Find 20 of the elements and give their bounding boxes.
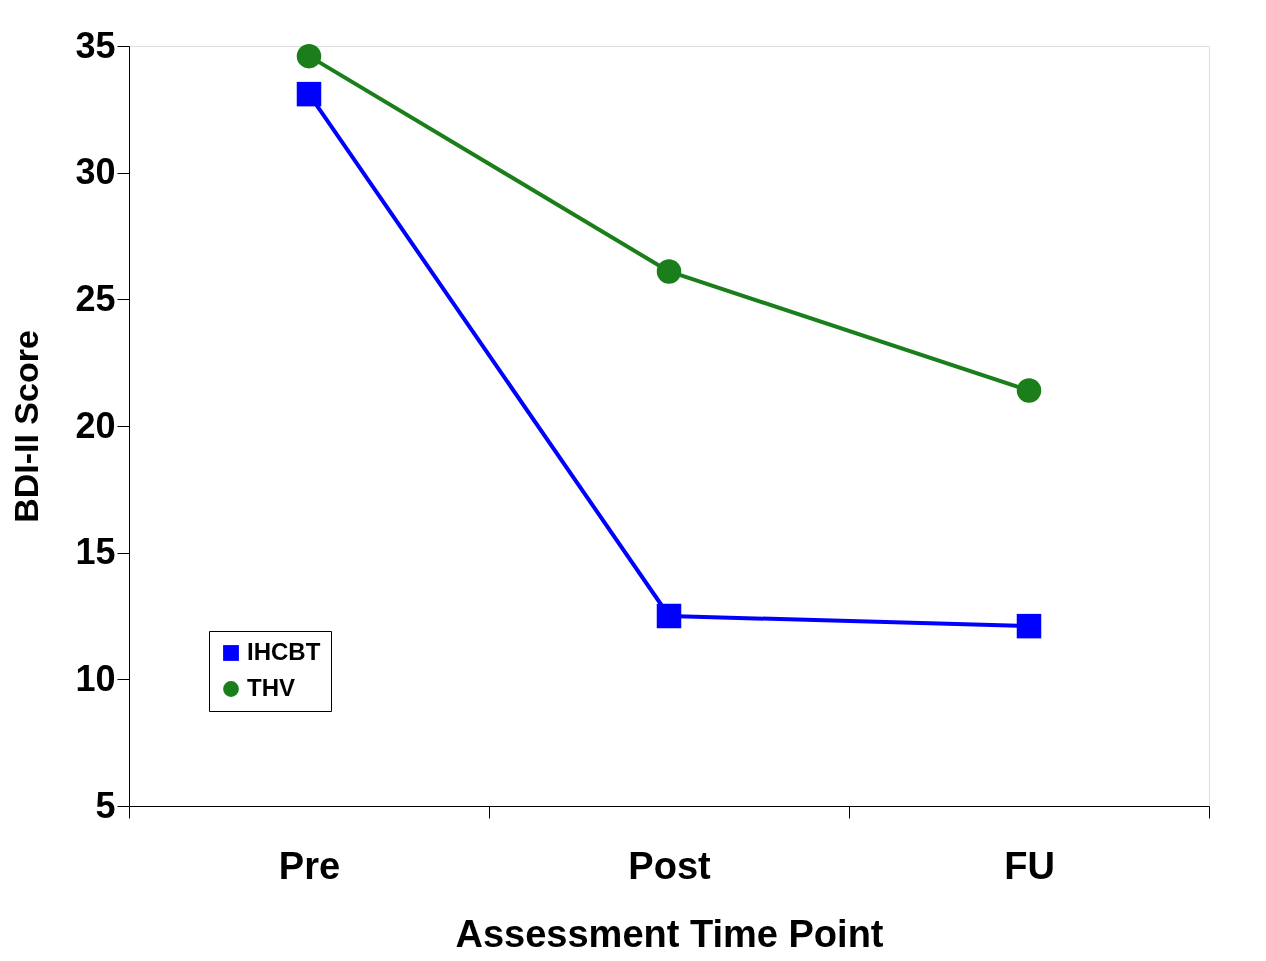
y-tick-label: 35 — [75, 24, 116, 66]
y-tick-label: 30 — [75, 151, 116, 193]
point — [656, 259, 682, 284]
y-tick-label: 10 — [75, 657, 116, 699]
y-tick-label: 5 — [95, 784, 116, 826]
x-tick-label: FU — [1004, 844, 1055, 887]
legend-label: IHCBT — [247, 638, 321, 665]
legend-label: THV — [247, 674, 295, 701]
point — [656, 603, 682, 629]
x-tick-label: Post — [628, 844, 712, 887]
point — [296, 81, 322, 107]
x-axis-title: Assessment Time Point — [455, 912, 884, 955]
point — [1016, 378, 1042, 403]
y-tick-label: 20 — [75, 404, 116, 446]
x-tick-label: Pre — [278, 844, 341, 887]
point — [1016, 613, 1042, 639]
y-tick-label: 25 — [75, 277, 116, 319]
point — [296, 43, 322, 69]
y-tick-label: 15 — [75, 531, 116, 573]
y-axis-title: BDI-II Score — [7, 330, 46, 523]
